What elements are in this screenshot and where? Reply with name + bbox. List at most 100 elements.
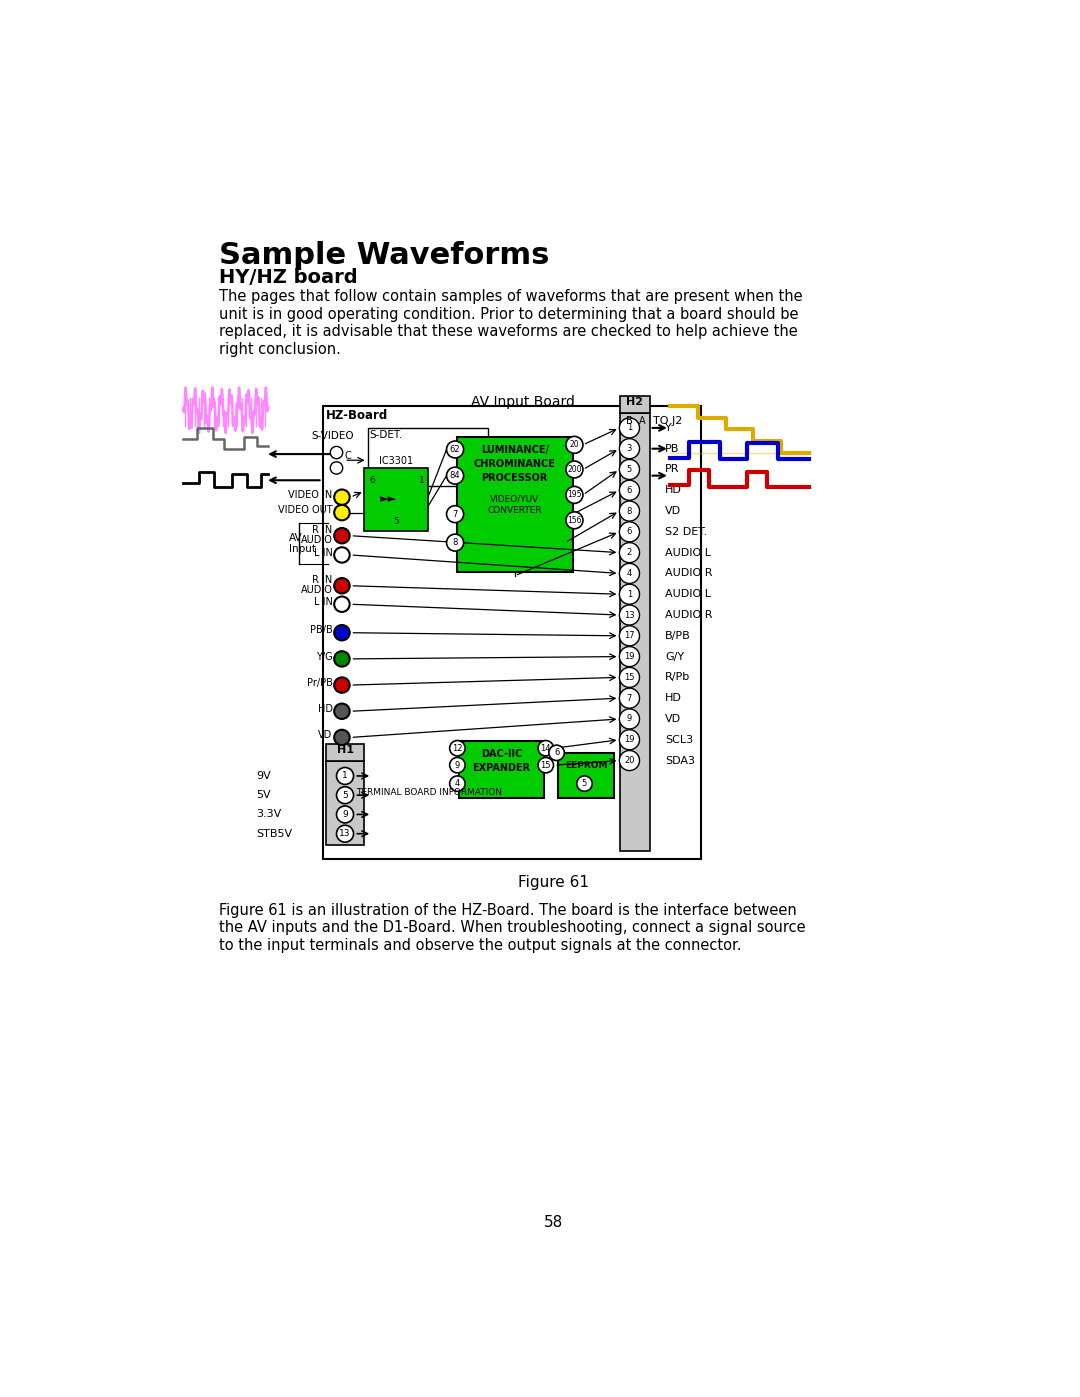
Text: 1: 1	[626, 423, 632, 433]
Text: AUDIO R: AUDIO R	[665, 569, 713, 578]
Text: S-DET.: S-DET.	[369, 430, 403, 440]
Circle shape	[334, 504, 350, 520]
Text: 17: 17	[624, 631, 635, 640]
Text: 200: 200	[567, 465, 582, 474]
Text: 15: 15	[624, 673, 635, 682]
Circle shape	[334, 624, 350, 640]
Circle shape	[449, 775, 465, 791]
Circle shape	[566, 511, 583, 529]
Text: TERMINAL BOARD INFORMATION: TERMINAL BOARD INFORMATION	[356, 788, 502, 798]
Text: 4: 4	[626, 569, 632, 578]
Text: VIDEO OUT: VIDEO OUT	[278, 506, 333, 515]
Text: 12: 12	[453, 743, 462, 753]
Text: EXPANDER: EXPANDER	[473, 763, 530, 773]
Text: SCL3: SCL3	[665, 735, 693, 745]
Text: 19: 19	[624, 735, 635, 745]
Text: 5: 5	[582, 780, 588, 788]
Circle shape	[446, 441, 463, 458]
Circle shape	[446, 467, 463, 485]
Circle shape	[334, 489, 350, 504]
Circle shape	[577, 775, 592, 791]
Circle shape	[619, 647, 639, 666]
Bar	[457, 437, 572, 571]
Text: VIDEO IN: VIDEO IN	[288, 490, 333, 500]
Text: HY/HZ board: HY/HZ board	[218, 268, 357, 286]
Text: G/Y: G/Y	[665, 651, 685, 662]
Text: 15: 15	[540, 760, 551, 770]
Circle shape	[334, 578, 350, 594]
Text: 62: 62	[449, 446, 460, 454]
Text: DAC-IIC: DAC-IIC	[481, 749, 523, 759]
Bar	[326, 760, 364, 845]
Text: Sample Waveforms: Sample Waveforms	[218, 240, 549, 270]
Text: 5: 5	[393, 517, 399, 527]
Text: 6: 6	[626, 527, 632, 536]
Text: 14: 14	[540, 743, 551, 753]
Circle shape	[619, 668, 639, 687]
Circle shape	[619, 750, 639, 771]
Text: HD: HD	[665, 693, 681, 703]
Circle shape	[337, 806, 353, 823]
Bar	[459, 742, 544, 798]
Text: CHROMINANCE: CHROMINANCE	[474, 458, 556, 469]
Text: 9: 9	[455, 760, 460, 770]
Circle shape	[619, 605, 639, 624]
Circle shape	[619, 481, 639, 500]
Text: LUMINANCE/: LUMINANCE/	[481, 444, 549, 455]
Text: AUDIO: AUDIO	[300, 585, 333, 595]
Circle shape	[337, 787, 353, 803]
Text: 6: 6	[626, 486, 632, 495]
Text: AUDIO R: AUDIO R	[665, 610, 713, 620]
Text: HD: HD	[318, 704, 333, 714]
Text: A: A	[638, 415, 646, 426]
Bar	[620, 395, 649, 412]
Text: 19: 19	[624, 652, 635, 661]
Bar	[364, 468, 428, 531]
Text: HD: HD	[665, 485, 681, 496]
Circle shape	[566, 486, 583, 503]
Circle shape	[619, 708, 639, 729]
Text: 58: 58	[544, 1215, 563, 1229]
Text: 1: 1	[342, 771, 348, 781]
Text: R IN: R IN	[312, 576, 333, 585]
Text: AUDIO: AUDIO	[300, 535, 333, 545]
Text: 8: 8	[626, 507, 632, 515]
Text: AV Input Board: AV Input Board	[471, 395, 575, 409]
Text: L IN: L IN	[314, 597, 333, 606]
Text: 8: 8	[453, 538, 458, 548]
Circle shape	[337, 826, 353, 842]
Text: S-VIDEO: S-VIDEO	[311, 432, 354, 441]
Text: 2: 2	[626, 548, 632, 557]
Text: ►►: ►►	[380, 495, 397, 504]
Bar	[620, 412, 649, 851]
Text: Y: Y	[665, 423, 672, 433]
Text: B: B	[626, 415, 633, 426]
Text: VD: VD	[665, 714, 681, 724]
Text: PROCESSOR: PROCESSOR	[482, 472, 548, 482]
Text: 13: 13	[339, 830, 351, 838]
Text: 7: 7	[453, 510, 458, 518]
Circle shape	[619, 584, 639, 605]
Text: VIDEO/YUV: VIDEO/YUV	[490, 495, 539, 503]
Text: 156: 156	[567, 515, 582, 525]
Circle shape	[619, 522, 639, 542]
Circle shape	[566, 436, 583, 453]
Circle shape	[449, 740, 465, 756]
Text: R IN: R IN	[312, 524, 333, 535]
Circle shape	[446, 534, 463, 550]
Circle shape	[619, 626, 639, 645]
Text: 6: 6	[554, 749, 559, 757]
Text: 20: 20	[569, 440, 579, 450]
Circle shape	[449, 757, 465, 773]
Text: 7: 7	[626, 694, 632, 703]
Circle shape	[446, 506, 463, 522]
Text: CONVERTER: CONVERTER	[487, 507, 542, 515]
Text: AUDIO L: AUDIO L	[665, 548, 711, 557]
Text: 5V: 5V	[257, 791, 271, 800]
Circle shape	[619, 502, 639, 521]
Circle shape	[566, 461, 583, 478]
Text: B/PB: B/PB	[665, 631, 691, 641]
Text: 20: 20	[624, 756, 635, 766]
Circle shape	[330, 462, 342, 474]
Text: Y/G: Y/G	[316, 651, 333, 662]
